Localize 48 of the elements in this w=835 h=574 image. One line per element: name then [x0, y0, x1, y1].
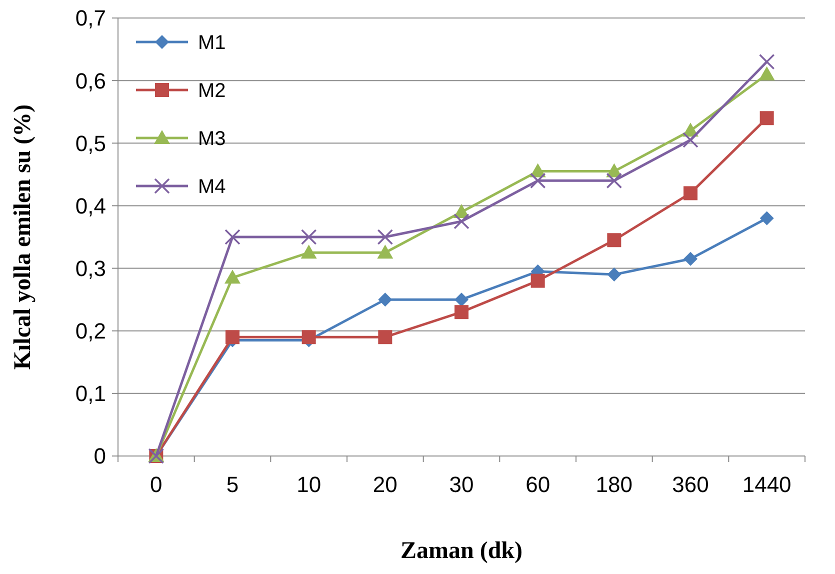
- x-tick-label: 1440: [742, 472, 792, 497]
- point: [760, 111, 774, 126]
- point: [224, 229, 240, 245]
- x-tick-label: 60: [526, 472, 550, 497]
- legend-label: M4: [198, 176, 226, 198]
- point: [454, 305, 468, 320]
- point: [454, 213, 470, 230]
- x-tick-label: 360: [672, 472, 709, 497]
- y-tick-label: 0: [94, 444, 106, 469]
- y-tick-label: 0,5: [75, 130, 106, 156]
- legend-label: M3: [198, 128, 226, 150]
- point: [530, 274, 545, 288]
- y-tick-label: 0,6: [75, 68, 106, 94]
- y-tick-label: 0,4: [75, 193, 106, 218]
- x-tick-label: 20: [372, 472, 398, 497]
- point: [300, 229, 317, 245]
- y-tick-label: 0,2: [75, 318, 106, 344]
- point: [760, 211, 774, 226]
- y-tick-label: 0,7: [75, 6, 106, 31]
- x-axis-title: Zaman (dk): [400, 538, 523, 564]
- point: [682, 132, 698, 148]
- point: [530, 172, 546, 189]
- point: [684, 252, 698, 266]
- legend-label: M2: [198, 80, 226, 102]
- point: [226, 330, 240, 344]
- y-tick-label: 0,3: [75, 256, 106, 281]
- point: [224, 270, 240, 284]
- point: [378, 330, 392, 344]
- point: [300, 244, 317, 259]
- point: [378, 292, 392, 307]
- point: [302, 330, 316, 344]
- point: [606, 172, 622, 189]
- y-tick-label: 0,1: [75, 381, 106, 406]
- x-tick-label: 10: [296, 472, 322, 497]
- point: [377, 244, 394, 259]
- point: [758, 66, 775, 80]
- point: [454, 292, 468, 307]
- x-tick-label: 5: [226, 472, 239, 497]
- x-tick-label: 0: [150, 472, 162, 497]
- point: [684, 186, 698, 200]
- point: [758, 54, 775, 70]
- point: [377, 229, 394, 245]
- point: [607, 268, 622, 282]
- point: [607, 233, 622, 248]
- x-tick-label: 30: [449, 472, 474, 497]
- legend-label: M1: [198, 32, 226, 54]
- x-tick-label: 180: [596, 472, 633, 497]
- y-axis-title: Kılcal yolla emilen su (%): [10, 104, 36, 370]
